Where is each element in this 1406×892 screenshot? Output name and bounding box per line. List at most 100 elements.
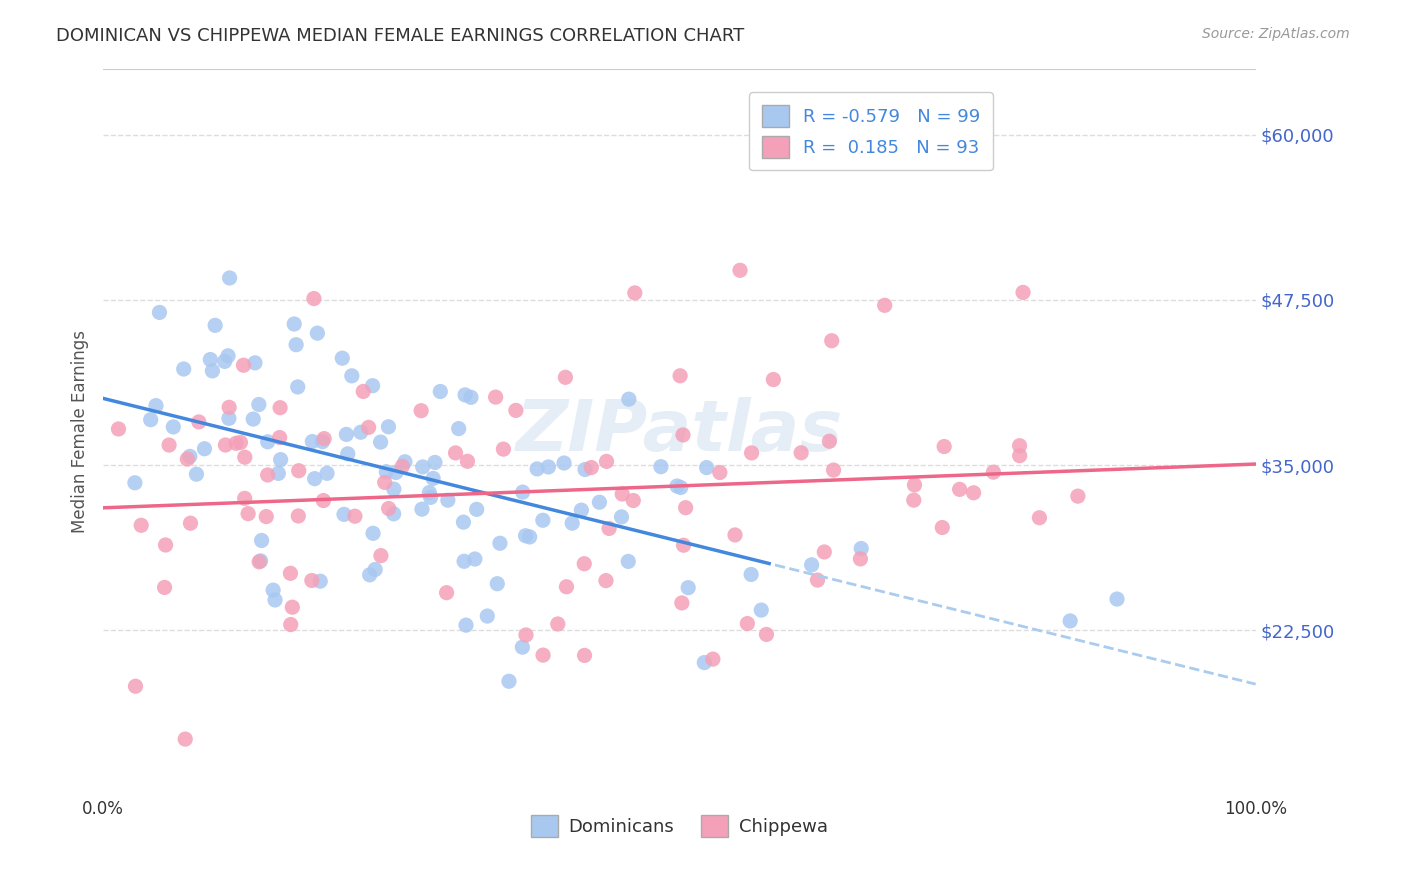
Point	[385, 466, 408, 480]
Point	[145, 399, 167, 413]
Point	[762, 373, 785, 387]
Point	[598, 521, 620, 535]
Point	[800, 558, 823, 572]
Point	[537, 459, 560, 474]
Point	[361, 526, 384, 541]
Point	[250, 533, 273, 548]
Point	[454, 618, 477, 632]
Point	[302, 292, 325, 306]
Point	[179, 450, 201, 464]
Point	[983, 465, 1005, 479]
Point	[139, 413, 162, 427]
Point	[962, 485, 984, 500]
Point	[595, 574, 617, 588]
Point	[247, 555, 270, 569]
Point	[179, 516, 201, 531]
Point	[423, 455, 446, 469]
Point	[176, 452, 198, 467]
Point	[444, 446, 467, 460]
Point	[336, 447, 359, 461]
Point	[350, 425, 373, 440]
Y-axis label: Median Female Earnings: Median Female Earnings	[72, 330, 89, 533]
Point	[790, 446, 813, 460]
Point	[236, 507, 259, 521]
Point	[281, 600, 304, 615]
Point	[162, 420, 184, 434]
Point	[617, 554, 640, 568]
Point	[709, 466, 731, 480]
Point	[267, 467, 290, 481]
Point	[460, 390, 482, 404]
Point	[675, 500, 697, 515]
Point	[569, 503, 592, 517]
Point	[464, 552, 486, 566]
Point	[515, 628, 537, 642]
Point	[1105, 592, 1128, 607]
Point	[740, 567, 762, 582]
Point	[307, 326, 329, 341]
Point	[193, 442, 215, 456]
Point	[352, 384, 374, 399]
Point	[262, 583, 284, 598]
Point	[574, 462, 596, 476]
Point	[256, 467, 278, 482]
Point	[672, 538, 695, 552]
Point	[429, 384, 451, 399]
Point	[280, 617, 302, 632]
Point	[312, 493, 335, 508]
Point	[411, 502, 433, 516]
Point	[492, 442, 515, 457]
Point	[671, 596, 693, 610]
Point	[512, 485, 534, 500]
Point	[200, 352, 222, 367]
Point	[436, 585, 458, 599]
Point	[818, 434, 841, 449]
Point	[301, 434, 323, 449]
Point	[391, 459, 413, 474]
Point	[454, 388, 477, 402]
Point	[214, 438, 236, 452]
Point	[453, 515, 475, 529]
Point	[851, 541, 873, 556]
Point	[382, 482, 405, 496]
Point	[1008, 439, 1031, 453]
Point	[243, 356, 266, 370]
Point	[574, 648, 596, 663]
Point	[153, 581, 176, 595]
Point	[741, 446, 763, 460]
Point	[173, 362, 195, 376]
Point	[813, 545, 835, 559]
Point	[617, 392, 640, 406]
Point	[174, 732, 197, 747]
Point	[311, 434, 333, 449]
Point	[377, 501, 399, 516]
Point	[264, 593, 287, 607]
Point	[489, 536, 512, 550]
Point	[624, 285, 647, 300]
Point	[1028, 510, 1050, 524]
Point	[437, 493, 460, 508]
Point	[280, 566, 302, 581]
Point	[531, 513, 554, 527]
Point	[531, 648, 554, 662]
Point	[931, 520, 953, 534]
Point	[693, 656, 716, 670]
Point	[242, 412, 264, 426]
Point	[477, 609, 499, 624]
Point	[581, 460, 603, 475]
Point	[486, 576, 509, 591]
Point	[218, 271, 240, 285]
Point	[621, 493, 644, 508]
Text: DOMINICAN VS CHIPPEWA MEDIAN FEMALE EARNINGS CORRELATION CHART: DOMINICAN VS CHIPPEWA MEDIAN FEMALE EARN…	[56, 27, 745, 45]
Point	[547, 617, 569, 632]
Point	[418, 485, 440, 500]
Point	[672, 428, 695, 442]
Point	[554, 370, 576, 384]
Point	[269, 401, 291, 415]
Text: Source: ZipAtlas.com: Source: ZipAtlas.com	[1202, 27, 1350, 41]
Point	[512, 640, 534, 655]
Point	[873, 298, 896, 312]
Point	[382, 507, 405, 521]
Point	[669, 481, 692, 495]
Point	[1067, 489, 1090, 503]
